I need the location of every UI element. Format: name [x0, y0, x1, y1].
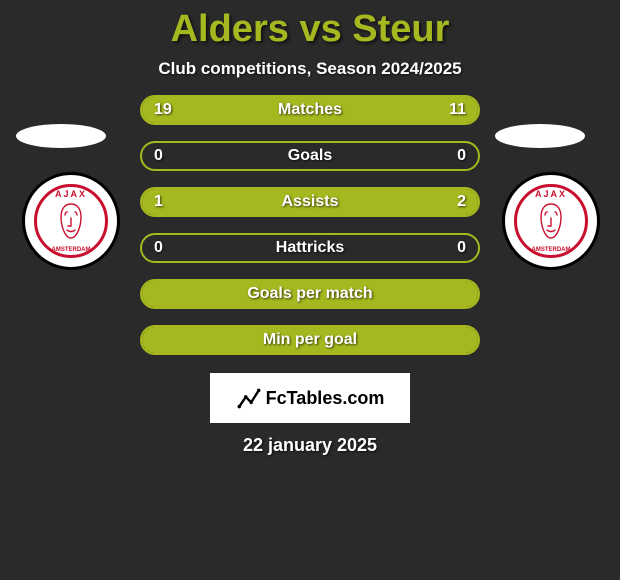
player-left-silhouette: [16, 124, 106, 148]
stat-value-right: 0: [457, 147, 466, 165]
stat-row: Goals per match: [140, 279, 480, 309]
stat-row: 0 0 Goals: [140, 141, 480, 171]
crest-team-name: AJAX: [55, 189, 87, 199]
stat-value-left: 19: [154, 101, 172, 119]
stat-value-left: 0: [154, 147, 163, 165]
crest-city-name: AMSTERDAM: [532, 247, 571, 253]
player-right-name: Steur: [352, 8, 449, 50]
date-label: 22 january 2025: [0, 435, 620, 456]
stat-value-right: 0: [457, 239, 466, 257]
stat-row: 1 2 Assists: [140, 187, 480, 217]
footer-brand-text: FcTables.com: [266, 388, 385, 409]
page-title: Alders vs Steur: [0, 0, 620, 51]
crest-face-icon: [528, 198, 574, 244]
stat-row: Min per goal: [140, 325, 480, 355]
footer-brand[interactable]: FcTables.com: [210, 373, 410, 423]
stat-label: Assists: [282, 193, 339, 211]
crest-face-icon: [48, 198, 94, 244]
crest-inner: AJAX AMSTERDAM: [34, 184, 108, 258]
crest-inner: AJAX AMSTERDAM: [514, 184, 588, 258]
vs-separator: vs: [299, 8, 352, 50]
stat-label: Goals per match: [247, 285, 372, 303]
crest-team-name: AJAX: [535, 189, 567, 199]
team-crest-left: AJAX AMSTERDAM: [22, 172, 120, 270]
subtitle: Club competitions, Season 2024/2025: [0, 59, 620, 79]
stat-value-right: 2: [457, 193, 466, 211]
stat-label: Matches: [278, 101, 342, 119]
stat-label: Hattricks: [276, 239, 344, 257]
stat-label: Goals: [288, 147, 332, 165]
stat-row: 0 0 Hattricks: [140, 233, 480, 263]
stat-value-left: 1: [154, 193, 163, 211]
stat-value-right: 11: [449, 101, 466, 119]
stat-row: 19 11 Matches: [140, 95, 480, 125]
player-left-name: Alders: [171, 8, 289, 50]
crest-city-name: AMSTERDAM: [52, 247, 91, 253]
stat-label: Min per goal: [263, 331, 357, 349]
team-crest-right: AJAX AMSTERDAM: [502, 172, 600, 270]
chart-icon: [236, 385, 262, 411]
player-right-silhouette: [495, 124, 585, 148]
stat-value-left: 0: [154, 239, 163, 257]
